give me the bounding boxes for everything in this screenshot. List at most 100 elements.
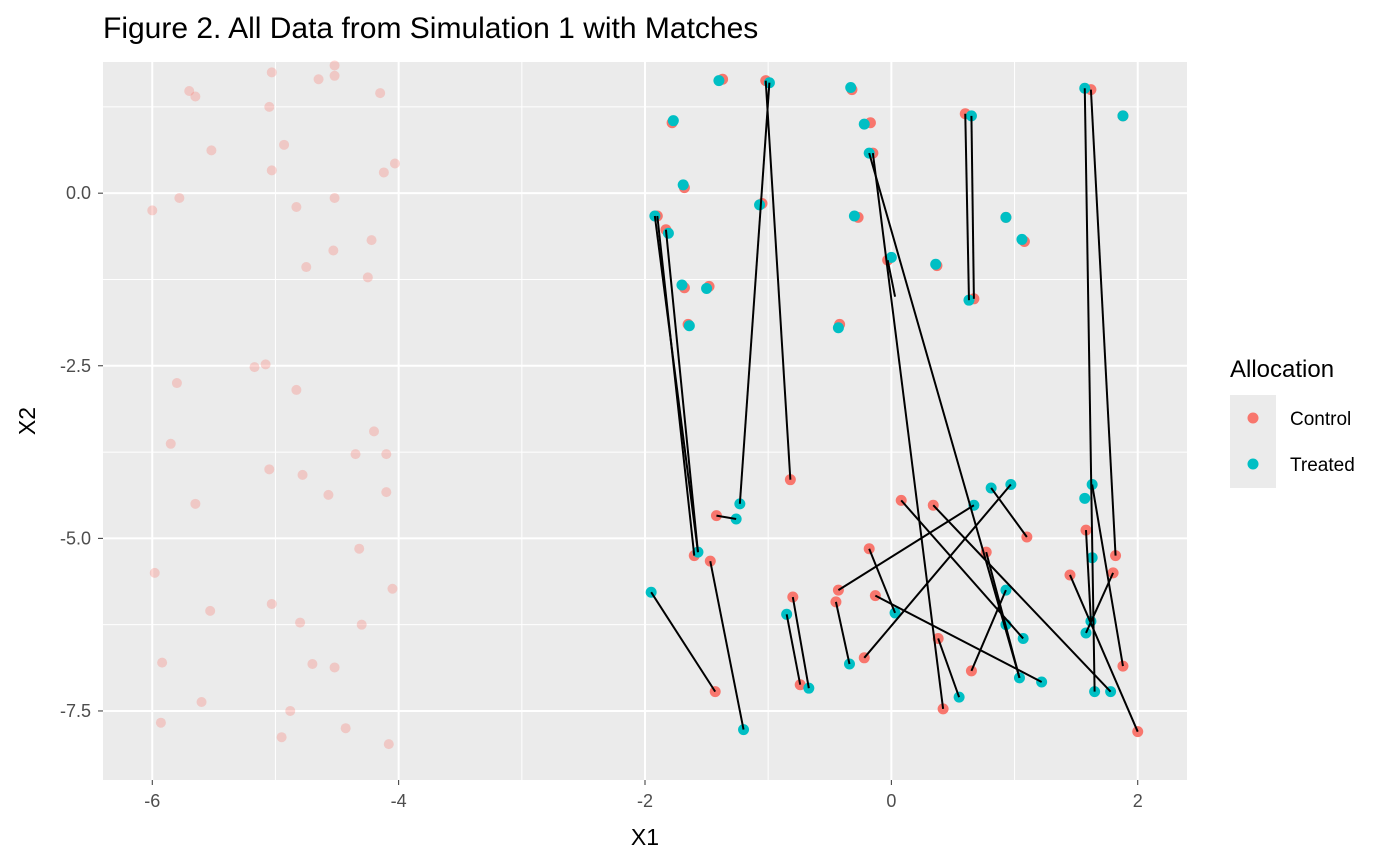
unmatched-control-point xyxy=(190,498,201,509)
unmatched-control-point xyxy=(329,193,340,204)
match-line xyxy=(874,594,1043,683)
unmatched-control-point xyxy=(249,362,260,373)
unmatched-control-point xyxy=(190,91,201,102)
match-line xyxy=(868,548,896,614)
unmatched-control-point xyxy=(295,617,306,628)
match-line xyxy=(1069,574,1139,733)
match-line xyxy=(1083,88,1096,692)
unmatched-control-point xyxy=(147,205,158,216)
x-tick-label: -4 xyxy=(391,791,407,811)
unmatched-control-point xyxy=(205,605,216,616)
unmatched-control-point xyxy=(266,165,277,176)
unmatched-control-point xyxy=(378,167,389,178)
unmatched-control-point xyxy=(356,619,367,630)
unmatched-control-point xyxy=(174,193,185,204)
treated-point xyxy=(676,279,688,291)
match-line xyxy=(937,638,961,698)
match-line xyxy=(985,551,1021,679)
match-line xyxy=(785,614,802,685)
treated-point xyxy=(713,75,725,87)
x-tick-label: -2 xyxy=(637,791,653,811)
unmatched-control-point xyxy=(389,158,400,169)
unmatched-control-point xyxy=(157,657,168,668)
match-line xyxy=(964,113,970,301)
match-line xyxy=(863,483,1012,659)
x-tick-label: 2 xyxy=(1133,791,1143,811)
y-tick-label: -5.0 xyxy=(60,528,91,548)
unmatched-control-point xyxy=(155,717,166,728)
treated-point xyxy=(845,82,857,94)
x-tick-label: 0 xyxy=(886,791,896,811)
legend-key-background xyxy=(1230,395,1276,488)
match-lines xyxy=(650,80,1139,733)
legend-key-control xyxy=(1247,412,1259,424)
unmatched-control-point xyxy=(260,359,271,370)
y-axis-title: X2 xyxy=(14,407,40,435)
match-line xyxy=(716,514,737,521)
x-tick-label: -6 xyxy=(144,791,160,811)
match-line xyxy=(970,589,1007,672)
match-line xyxy=(970,115,975,299)
unmatched-control-point xyxy=(383,739,394,750)
unmatched-control-point xyxy=(264,464,275,475)
match-line xyxy=(871,153,945,710)
unmatched-control-point xyxy=(301,262,312,273)
match-line xyxy=(868,152,1021,679)
match-line xyxy=(791,596,810,689)
y-tick-label: -2.5 xyxy=(60,356,91,376)
legend-label-control: Control xyxy=(1290,409,1351,430)
unmatched-control-point xyxy=(297,469,308,480)
unmatched-control-point xyxy=(285,705,296,716)
unmatched-control-point xyxy=(362,272,373,283)
match-line xyxy=(886,259,897,297)
unmatched-control-point xyxy=(266,598,277,609)
treated-point xyxy=(1079,492,1091,504)
unmatched-control-point xyxy=(350,449,361,460)
unmatched-control-point xyxy=(328,245,339,256)
legend-label-treated: Treated xyxy=(1290,455,1355,476)
treated-point xyxy=(930,258,942,270)
legend-key-treated xyxy=(1247,458,1259,470)
legend: Allocation Control Treated xyxy=(1230,356,1355,488)
unmatched-control-point xyxy=(329,70,340,81)
match-line xyxy=(834,601,851,665)
unmatched-control-point xyxy=(307,659,318,670)
treated-point xyxy=(1000,211,1012,223)
unmatched-control-point xyxy=(276,732,287,743)
match-line xyxy=(1089,89,1117,556)
legend-title: Allocation xyxy=(1230,356,1334,383)
treated-point xyxy=(858,118,870,130)
match-line xyxy=(990,487,1028,538)
treated-point xyxy=(1016,233,1028,245)
match-line xyxy=(738,82,771,504)
unmatched-control-point xyxy=(291,201,302,212)
match-line xyxy=(1085,572,1115,634)
unmatched-control-point xyxy=(279,139,290,150)
grid-lines xyxy=(103,62,1187,780)
unmatched-control-point xyxy=(387,583,398,594)
treated-point xyxy=(848,210,860,222)
match-line xyxy=(653,215,699,553)
unmatched-control-point xyxy=(381,487,392,498)
chart-title: Figure 2. All Data from Simulation 1 wit… xyxy=(103,12,758,45)
x-axis-title: X1 xyxy=(631,824,659,850)
unmatched-control-point xyxy=(329,662,340,673)
treated-point xyxy=(677,179,689,191)
unmatched-control-point xyxy=(196,696,207,707)
unmatched-control-point xyxy=(323,489,334,500)
y-tick-label: 0.0 xyxy=(66,183,91,203)
unmatched-control-point xyxy=(313,74,324,85)
match-line xyxy=(932,504,1112,693)
unmatched-control-point xyxy=(264,101,275,112)
match-line xyxy=(1084,530,1092,622)
treated-point xyxy=(701,282,713,294)
unmatched-control-point xyxy=(340,723,351,734)
unmatched-control-point xyxy=(366,235,377,246)
treated-point xyxy=(667,115,679,127)
treated-point xyxy=(662,227,674,239)
y-axis-ticks: 0.0 -2.5 -5.0 -7.5 xyxy=(60,183,103,721)
x-axis-ticks: -6 -4 -2 0 2 xyxy=(144,780,1143,811)
treated-point xyxy=(754,199,766,211)
unmatched-control-point xyxy=(266,67,277,78)
